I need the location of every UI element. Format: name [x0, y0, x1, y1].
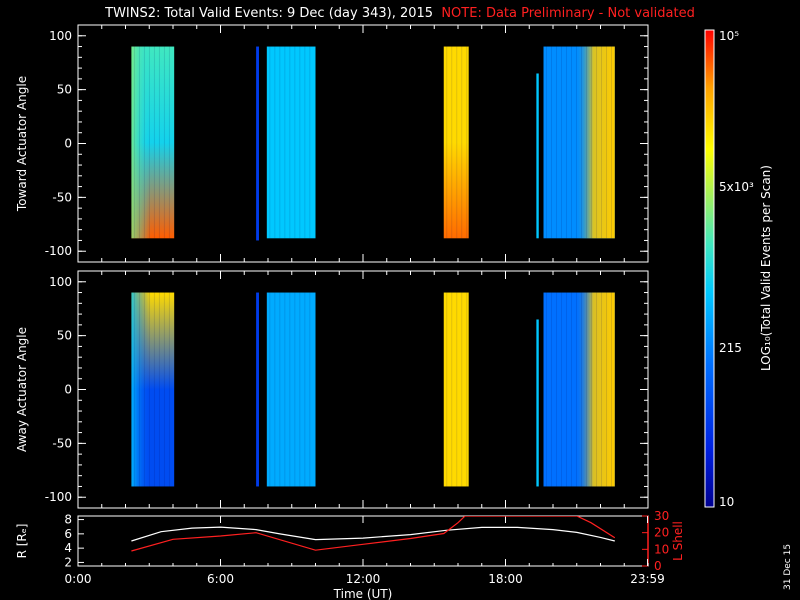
- middle-ytick-label: 0: [64, 383, 72, 397]
- top-heatmap-tint: [131, 46, 175, 239]
- middle-ylabel: Away Actuator Angle: [15, 327, 29, 452]
- heatmap-blocks: [131, 46, 615, 487]
- middle-ytick-label: -50: [52, 436, 72, 450]
- top-heatmap-tint: [543, 46, 615, 239]
- top-ytick-label: 0: [64, 137, 72, 151]
- bottom-ytick-right-label: 10: [654, 542, 669, 556]
- top-heatmap-block: [443, 46, 469, 239]
- top-ytick-label: -50: [52, 190, 72, 204]
- bottom-axes-box: [77, 515, 649, 567]
- xtick-label: 12:00: [346, 572, 381, 586]
- chart-title: TWINS2: Total Valid Events: 9 Dec (day 3…: [0, 6, 800, 21]
- middle-heatmap-block: [256, 292, 259, 487]
- top-heatmap-block: [536, 73, 539, 239]
- top-heatmap-block: [266, 46, 316, 239]
- bottom-ytick-right-label: 20: [654, 526, 669, 540]
- top-ytick-label: 50: [57, 83, 72, 97]
- middle-heatmap-block: [443, 292, 469, 487]
- top-ytick-label: 100: [49, 29, 72, 43]
- colorbar-label: LOG₁₀(Total Valid Events per Scan): [759, 165, 773, 371]
- top-heatmap-block: [256, 46, 259, 241]
- date-stamp: 31 Dec 15: [783, 544, 793, 590]
- bottom-ytick-label: 2: [64, 555, 72, 569]
- orbit-lines: [131, 516, 616, 552]
- colorbar-tick-min: 10: [719, 495, 734, 509]
- series-l-shell-line: [131, 516, 616, 552]
- middle-heatmap-block: [266, 292, 316, 487]
- middle-heatmap-tint: [543, 292, 615, 487]
- colorbar-tick-5e3: 5x10³: [719, 180, 754, 194]
- colorbar-tick-215: 215: [719, 341, 742, 355]
- middle-heatmap-tint: [131, 292, 175, 487]
- bottom-ylabel: R [Rₑ]: [15, 524, 29, 559]
- series-r-line: [131, 526, 615, 542]
- middle-heatmap-block: [536, 319, 539, 487]
- top-ylabel: Toward Actuator Angle: [15, 76, 29, 212]
- chart-title-main: TWINS2: Total Valid Events: 9 Dec (day 3…: [105, 6, 434, 21]
- middle-ytick-label: -100: [45, 490, 72, 504]
- bottom-ytick-label: 6: [64, 527, 72, 541]
- top-ytick-label: -100: [45, 244, 72, 258]
- colorbar: [704, 29, 715, 508]
- bottom-ytick-right-label: 0: [654, 559, 662, 573]
- xtick-label: 0:00: [65, 572, 92, 586]
- chart-title-note: NOTE: Data Preliminary - Not validated: [441, 6, 695, 21]
- middle-ytick-label: 50: [57, 329, 72, 343]
- xtick-label: 18:00: [488, 572, 523, 586]
- middle-ytick-label: 100: [49, 275, 72, 289]
- bottom-ytick-right-label: 30: [654, 509, 669, 523]
- xlabel: Time (UT): [333, 587, 393, 600]
- xtick-label: 23:59: [630, 572, 665, 586]
- bottom-ylabel-right: L Shell: [671, 521, 685, 561]
- bottom-ytick-label: 4: [64, 541, 72, 555]
- colorbar-tick-max: 10⁵: [719, 29, 739, 43]
- bottom-ytick-label: 8: [64, 513, 72, 527]
- xtick-label: 6:00: [207, 572, 234, 586]
